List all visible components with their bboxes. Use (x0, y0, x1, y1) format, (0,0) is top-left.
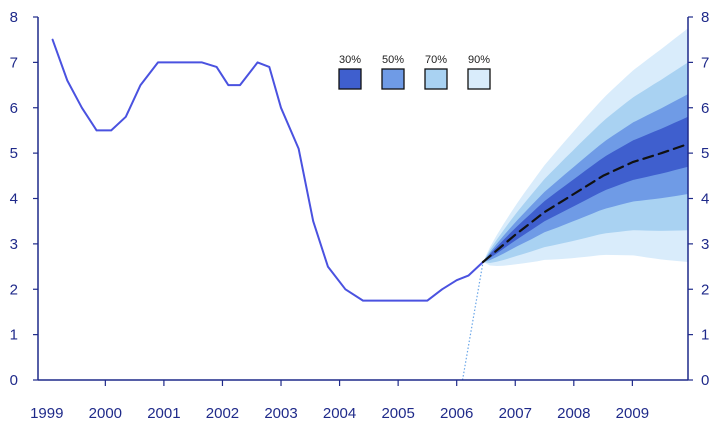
history-line (51, 38, 484, 302)
y-tick-label-left: 0 (10, 372, 18, 389)
y-tick-label-left: 3 (10, 236, 18, 253)
legend: 30% 50% 70% 90% (338, 54, 491, 90)
y-tick-label-right: 5 (701, 145, 709, 162)
x-tick-label: 2005 (381, 405, 414, 422)
y-tick-label-right: 6 (701, 100, 709, 117)
y-tick-label-left: 7 (10, 54, 18, 71)
x-tick-label: 2006 (440, 405, 473, 422)
legend-swatch-90pct (467, 68, 491, 90)
y-tick-label-right: 4 (701, 191, 709, 208)
x-tick-label: 2004 (323, 405, 356, 422)
legend-swatch-70pct (424, 68, 448, 90)
legend-swatch-30pct (338, 68, 362, 90)
fan-layer (461, 28, 688, 381)
legend-label-70pct: 70% (425, 54, 447, 66)
y-tick-label-right: 7 (701, 54, 709, 71)
x-tick-label: 2007 (499, 405, 532, 422)
projection-median-line (481, 142, 690, 264)
y-tick-label-right: 2 (701, 281, 709, 298)
fan-band-30pct (483, 116, 688, 262)
series-layer (51, 38, 690, 302)
y-tick-label-right: 8 (701, 9, 709, 26)
x-tick-label: 2003 (264, 405, 297, 422)
ticks-layer: 0 0 1 1 2 2 3 3 4 4 5 5 6 6 7 7 8 8 1999 2000 2001 2002 2003 20… (10, 9, 710, 422)
y-tick-label-right: 0 (701, 372, 709, 389)
y-tick-label-left: 6 (10, 100, 18, 117)
y-tick-label-left: 8 (10, 9, 18, 26)
legend-label-50pct: 50% (382, 54, 404, 66)
x-tick-label: 2000 (89, 405, 122, 422)
x-tick-label: 2001 (147, 405, 180, 422)
x-tick-label: 2009 (616, 405, 649, 422)
y-tick-label-right: 1 (701, 327, 709, 344)
legend-label-90pct: 90% (468, 54, 490, 66)
y-tick-label-right: 3 (701, 236, 709, 253)
x-tick-label: 1999 (30, 405, 63, 422)
y-tick-label-left: 5 (10, 145, 18, 162)
fan-guide-line (461, 261, 484, 381)
y-tick-label-left: 2 (10, 281, 18, 298)
legend-swatch-50pct (381, 68, 405, 90)
legend-label-30pct: 30% (339, 54, 361, 66)
y-tick-label-left: 1 (10, 327, 18, 344)
y-tick-label-left: 4 (10, 191, 18, 208)
x-tick-label: 2002 (206, 405, 239, 422)
x-tick-label: 2008 (557, 405, 590, 422)
